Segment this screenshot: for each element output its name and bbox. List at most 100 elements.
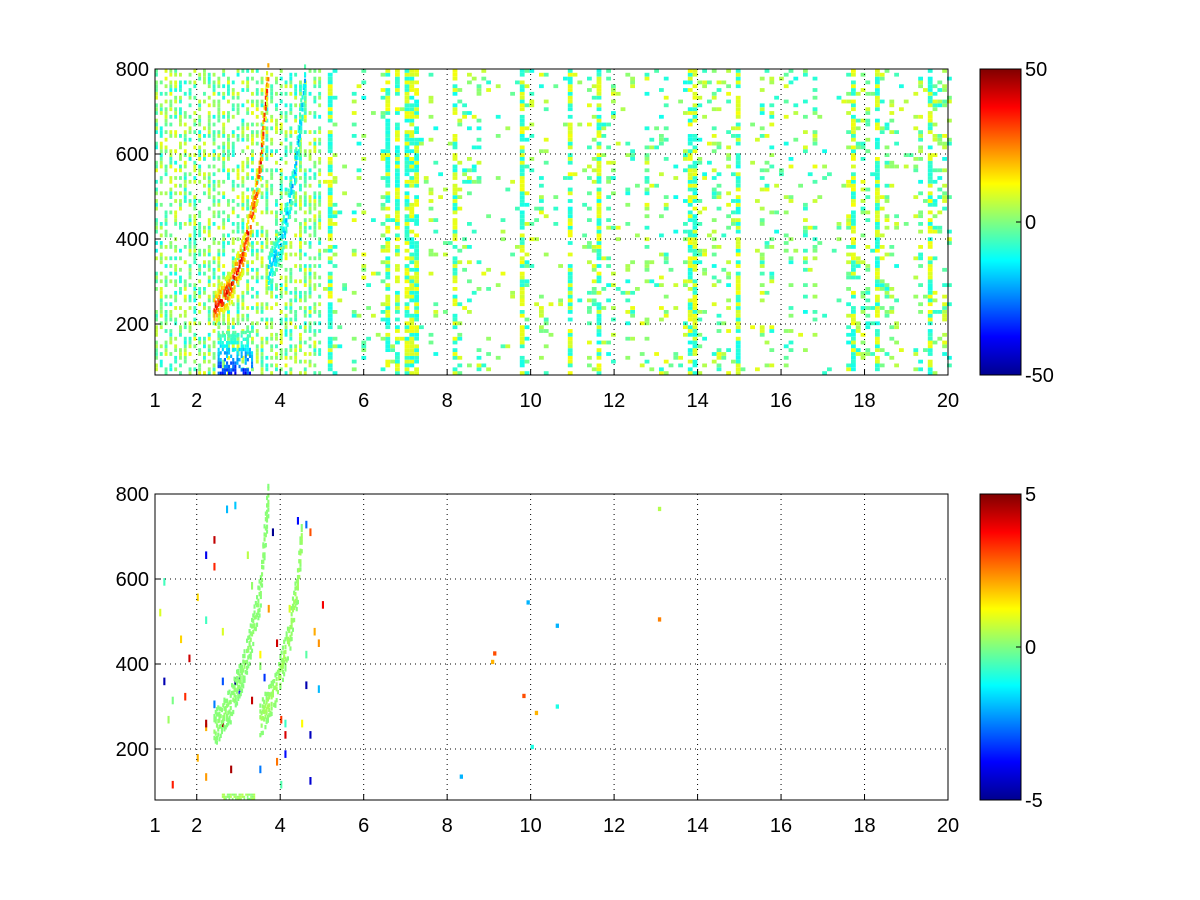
ridge-cell <box>290 631 293 636</box>
heatmap-cell <box>327 279 333 284</box>
heatmap-cell <box>827 367 832 372</box>
heatmap-cell <box>409 237 415 242</box>
ridge-cell <box>228 283 231 288</box>
heatmap-cell <box>414 248 419 253</box>
heatmap-cell <box>164 313 168 318</box>
heatmap-cell <box>183 91 187 96</box>
heatmap-cell <box>524 264 530 268</box>
heatmap-cell <box>207 283 211 287</box>
heatmap-cell <box>913 294 919 299</box>
heatmap-cell <box>889 325 895 330</box>
heatmap-cell <box>270 283 274 287</box>
heatmap-cell <box>270 168 274 173</box>
heatmap-cell <box>174 199 178 203</box>
heatmap-cell <box>159 191 163 196</box>
heatmap-cell <box>303 352 307 356</box>
heatmap-cell <box>812 88 818 92</box>
heatmap-cell <box>183 111 187 115</box>
heatmap-cell <box>289 306 293 310</box>
heatmap-cell <box>385 80 391 85</box>
heatmap-cell <box>596 321 602 326</box>
heatmap-cell <box>692 149 698 154</box>
heatmap-cell <box>519 325 525 330</box>
heatmap-cell <box>259 662 262 670</box>
ridge-cell <box>254 615 257 620</box>
heatmap-cell <box>203 252 206 257</box>
heatmap-cell <box>803 225 808 230</box>
ridge-cell <box>219 282 222 287</box>
heatmap-cell <box>812 134 818 138</box>
heatmap-cell <box>524 283 530 287</box>
heatmap-cell <box>567 271 573 276</box>
heatmap-cell <box>275 267 278 272</box>
heatmap-cell <box>529 103 535 108</box>
heatmap-cell <box>279 114 283 119</box>
ridge-cell <box>268 692 271 697</box>
heatmap-cell <box>169 80 173 85</box>
heatmap-cell <box>947 283 952 287</box>
heatmap-cell <box>639 363 645 368</box>
heatmap-cell <box>414 222 419 226</box>
heatmap-cell <box>207 332 211 337</box>
heatmap-cell <box>735 206 741 211</box>
heatmap-cell <box>812 317 818 322</box>
heatmap-cell <box>558 298 563 303</box>
heatmap-cell <box>395 187 400 192</box>
ridge-cell <box>223 716 226 722</box>
ridge-cell <box>288 642 291 647</box>
ridge-cell <box>229 286 232 291</box>
heatmap-cell <box>395 191 400 196</box>
heatmap-cell <box>188 137 192 142</box>
heatmap-cell <box>275 332 278 337</box>
heatmap-cell <box>236 256 240 261</box>
ridge-cell <box>214 300 217 305</box>
heatmap-cell <box>385 160 391 165</box>
heatmap-cell <box>270 88 274 92</box>
ridge-cell <box>304 97 307 102</box>
ridge-cell <box>268 278 271 283</box>
heatmap-cell <box>759 252 765 257</box>
heatmap-cell <box>231 302 235 307</box>
heatmap-cell <box>231 325 235 330</box>
heatmap-cell <box>188 103 192 108</box>
heatmap-cell <box>217 279 221 284</box>
heatmap-cell <box>567 371 573 375</box>
heatmap-cell <box>193 306 197 310</box>
heatmap-cell <box>865 245 871 249</box>
heatmap-cell <box>452 225 458 230</box>
heatmap-cell <box>927 260 933 265</box>
heatmap-cell <box>308 325 312 330</box>
heatmap-cell <box>515 80 520 85</box>
ridge-cell <box>287 215 290 220</box>
heatmap-cell <box>457 336 463 341</box>
heatmap-cell <box>299 80 302 85</box>
heatmap-cell <box>414 149 419 154</box>
heatmap-cell <box>788 164 794 169</box>
ridge-cell <box>281 248 284 253</box>
heatmap-cell <box>265 321 269 326</box>
ridge-cell <box>293 600 296 605</box>
ridge-cell <box>222 286 225 291</box>
blob-cell <box>226 361 229 365</box>
heatmap-cell <box>203 141 206 146</box>
heatmap-cell <box>294 355 298 360</box>
heatmap-cell <box>452 107 458 112</box>
heatmap-cell <box>241 317 245 322</box>
blob-cell <box>219 351 222 355</box>
blob-cell <box>232 347 235 352</box>
heatmap-cell <box>260 248 264 253</box>
heatmap-cell <box>313 225 317 230</box>
heatmap-cell <box>207 122 211 127</box>
heatmap-cell <box>414 275 419 280</box>
heatmap-cell <box>299 164 302 169</box>
heatmap-cell <box>179 80 182 85</box>
ridge-cell <box>247 219 250 224</box>
heatmap-cell <box>327 275 333 280</box>
heatmap-cell <box>567 153 573 157</box>
heatmap-cell <box>241 137 245 142</box>
heatmap-cell <box>174 84 178 89</box>
heatmap-cell <box>404 130 410 134</box>
heatmap-cell <box>270 210 274 215</box>
heatmap-cell <box>270 336 274 341</box>
heatmap-cell <box>553 206 559 211</box>
